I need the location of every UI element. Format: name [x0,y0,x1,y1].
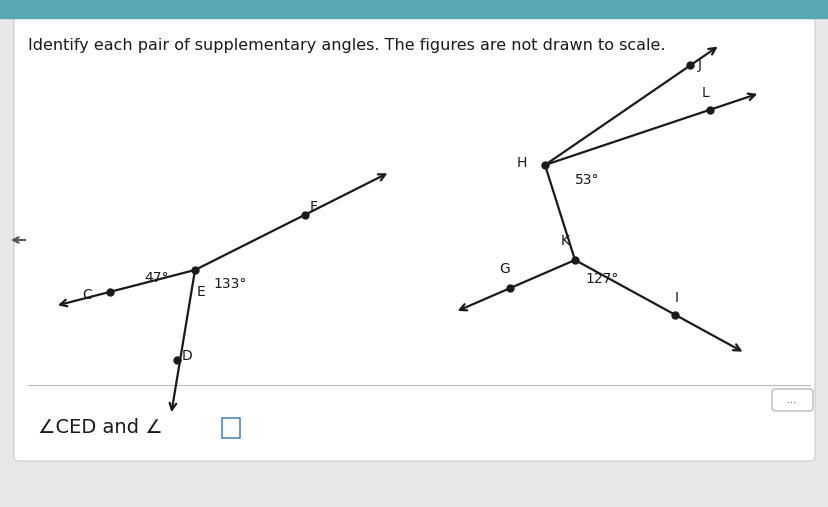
Bar [0,0,828,18]
FancyBboxPatch shape [14,18,814,461]
Text: 47°: 47° [145,271,169,285]
FancyBboxPatch shape [771,389,812,411]
Text: G: G [499,262,510,276]
Text: D: D [182,349,193,363]
Text: ∠CED and ∠: ∠CED and ∠ [38,418,162,437]
Text: 53°: 53° [575,173,599,187]
Text: F: F [310,200,318,214]
Text: Identify each pair of supplementary angles. The figures are not drawn to scale.: Identify each pair of supplementary angl… [28,38,665,53]
Text: J: J [697,58,701,72]
Text: I: I [674,291,678,305]
Text: L: L [701,86,709,100]
Text: H: H [516,156,527,170]
Text: E: E [197,285,205,299]
Text: 133°: 133° [213,277,246,291]
Text: K: K [560,234,569,248]
Text: C: C [82,288,92,302]
Text: 127°: 127° [585,272,618,286]
Text: ...: ... [787,395,796,405]
Bar [222,418,240,438]
